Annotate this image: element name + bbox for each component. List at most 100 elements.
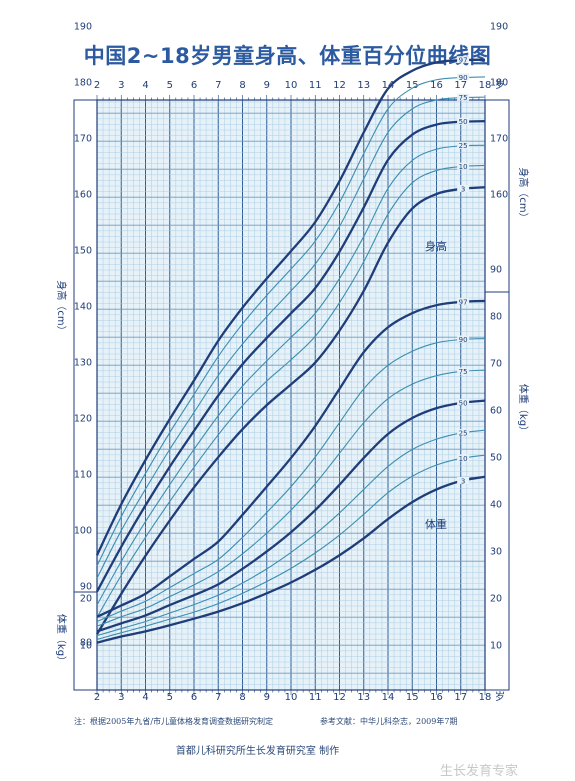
height-curve-p25 <box>96 144 486 606</box>
height-label-bg-p97 <box>457 56 470 64</box>
credit-text: 首都儿科研究所生长发育研究室 制作 <box>175 746 340 757</box>
x-tick-top-15: 15 <box>406 80 419 91</box>
weight-label-bg-p10 <box>457 454 470 462</box>
height-tick-left-160: 160 <box>74 190 92 201</box>
x-tick-bottom-17: 17 <box>454 692 467 703</box>
footnote: 注：根据2005年九省/市儿童体格发育调查数据研究制定 参考文献：中华儿科杂志，… <box>74 716 534 727</box>
right-axis-strip <box>484 99 510 691</box>
height-curve-p75 <box>96 96 486 579</box>
x-axis-ticks: 2 2 3 3 4 4 5 5 6 6 7 7 8 8 9 9 10 10 11 11 12 12 13 13 14 14 15 15… <box>94 78 505 703</box>
page-title: 中国2~18岁男童身高、体重百分位曲线图 <box>83 44 492 68</box>
x-tick-top-7: 7 <box>215 80 221 91</box>
x-tick-bottom-6: 6 <box>191 692 197 703</box>
x-unit-top: 岁 <box>495 78 505 91</box>
weight-label-bg-p97 <box>457 297 470 305</box>
height-label-bg-p10 <box>457 162 470 170</box>
weight-curve-p10 <box>96 454 486 640</box>
percentile-curves <box>95 58 486 644</box>
weight-label-bg-p25 <box>457 429 470 437</box>
height-label-p75: 75 <box>459 94 468 102</box>
weight-tick-right-30: 30 <box>490 547 502 558</box>
height-curve-p50 <box>95 120 486 593</box>
height-curve-p97 <box>95 58 486 556</box>
x-tick-bottom-5: 5 <box>167 692 173 703</box>
x-tick-bottom-4: 4 <box>142 692 148 703</box>
x-tick-top-16: 16 <box>430 80 443 91</box>
x-tick-bottom-12: 12 <box>333 692 346 703</box>
height-tick-left-170: 170 <box>74 134 92 145</box>
height-label-p50: 50 <box>459 118 468 126</box>
weight-tick-right-20: 20 <box>490 594 502 605</box>
x-tick-bottom-9: 9 <box>264 692 270 703</box>
height-curve-p3 <box>96 186 486 635</box>
footnote-reference: 参考文献：中华儿科杂志，2009年7期 <box>320 717 458 726</box>
x-tick-bottom-7: 7 <box>215 692 221 703</box>
height-label-bg-p50 <box>457 117 470 125</box>
height-axis-label-left: 身高（cm） <box>55 280 68 335</box>
height-label-p97: 97 <box>459 57 468 65</box>
height-tick-left-120: 120 <box>74 414 92 425</box>
height-label-bg-p25 <box>457 141 470 149</box>
weight-tick-left-20: 20 <box>80 594 92 605</box>
weight-label-p75: 75 <box>459 368 468 376</box>
height-tick-left-130: 130 <box>74 358 92 369</box>
x-tick-top-13: 13 <box>357 80 370 91</box>
weight-label-bg-p75 <box>457 367 470 375</box>
height-tick-right-160: 160 <box>490 190 508 201</box>
height-tick-left-190: 190 <box>74 22 92 33</box>
x-tick-bottom-14: 14 <box>382 692 395 703</box>
credit-line: 首都儿科研究所生长发育研究室 制作 <box>0 742 575 757</box>
x-tick-bottom-2: 2 <box>94 692 100 703</box>
x-tick-top-8: 8 <box>239 80 245 91</box>
x-tick-top-4: 4 <box>142 80 148 91</box>
weight-label-p3: 3 <box>461 477 465 485</box>
height-tick-left-100: 100 <box>74 526 92 537</box>
weight-axis-label-right: 体重（kg） <box>517 384 530 436</box>
weight-curve-p75 <box>96 369 486 627</box>
weight-tick-right-80: 80 <box>490 312 502 323</box>
x-tick-top-11: 11 <box>309 80 322 91</box>
weight-curve-p90 <box>96 338 486 623</box>
height-tick-right-170: 170 <box>490 134 508 145</box>
x-tick-bottom-16: 16 <box>430 692 443 703</box>
x-tick-top-18: 18 <box>479 80 492 91</box>
x-tick-bottom-8: 8 <box>239 692 245 703</box>
weight-curve-p50 <box>96 399 486 633</box>
height-label-p10: 10 <box>459 163 468 171</box>
height-tick-left-90: 90 <box>80 582 92 593</box>
footnote-source: 注：根据2005年九省/市儿童体格发育调查数据研究制定 <box>74 717 274 726</box>
weight-tick-right-40: 40 <box>490 500 502 511</box>
x-tick-bottom-10: 10 <box>285 692 298 703</box>
weight-tick-right-70: 70 <box>490 359 502 370</box>
height-label-p90: 90 <box>459 74 468 82</box>
weight-tick-left-10: 10 <box>80 641 92 652</box>
left-axis-strip <box>73 99 98 691</box>
x-tick-top-10: 10 <box>285 80 298 91</box>
chart-grid <box>96 100 486 691</box>
height-tick-right-190: 190 <box>490 22 508 33</box>
percentile-labels: 97 90 75 50 25 10 3 97 90 75 50 25 10 3 <box>457 56 470 485</box>
x-tick-bottom-18: 18 <box>479 692 492 703</box>
height-label-p3: 3 <box>461 185 465 193</box>
x-tick-bottom-15: 15 <box>406 692 419 703</box>
height-axis-label-right: 身高（cm） <box>517 167 530 222</box>
weight-tick-right-50: 50 <box>490 453 502 464</box>
weight-label-bg-p90 <box>457 335 470 343</box>
weight-label-bg-p50 <box>457 398 470 406</box>
y-axis-ticks: 80 90 100 110 120 130 140 150 160 160 170 170 180 180… <box>74 22 508 652</box>
weight-curve-p25 <box>96 429 486 637</box>
x-tick-top-3: 3 <box>118 80 124 91</box>
height-label-p25: 25 <box>459 142 468 150</box>
x-tick-top-12: 12 <box>333 80 346 91</box>
height-annotation: 身高 <box>425 239 447 253</box>
weight-label-p10: 10 <box>459 455 468 463</box>
height-label-bg-p3 <box>457 184 470 192</box>
weight-label-p50: 50 <box>459 399 468 407</box>
x-tick-bottom-11: 11 <box>309 692 322 703</box>
x-tick-top-6: 6 <box>191 80 197 91</box>
weight-label-p97: 97 <box>459 298 468 306</box>
height-label-bg-p75 <box>457 93 470 101</box>
weight-curve-p3 <box>96 475 486 644</box>
